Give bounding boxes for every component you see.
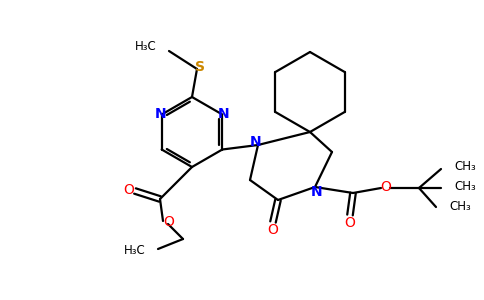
Text: N: N: [311, 185, 323, 199]
Text: O: O: [345, 216, 355, 230]
Text: O: O: [164, 215, 174, 229]
Text: N: N: [250, 135, 262, 149]
Text: CH₃: CH₃: [449, 200, 471, 214]
Text: O: O: [123, 183, 135, 197]
Text: H₃C: H₃C: [124, 244, 146, 257]
Text: CH₃: CH₃: [454, 181, 476, 194]
Text: O: O: [380, 180, 392, 194]
Text: CH₃: CH₃: [454, 160, 476, 173]
Text: N: N: [217, 107, 229, 122]
Text: O: O: [268, 223, 278, 237]
Text: S: S: [195, 60, 205, 74]
Text: N: N: [155, 107, 166, 122]
Text: H₃C: H₃C: [135, 40, 157, 53]
